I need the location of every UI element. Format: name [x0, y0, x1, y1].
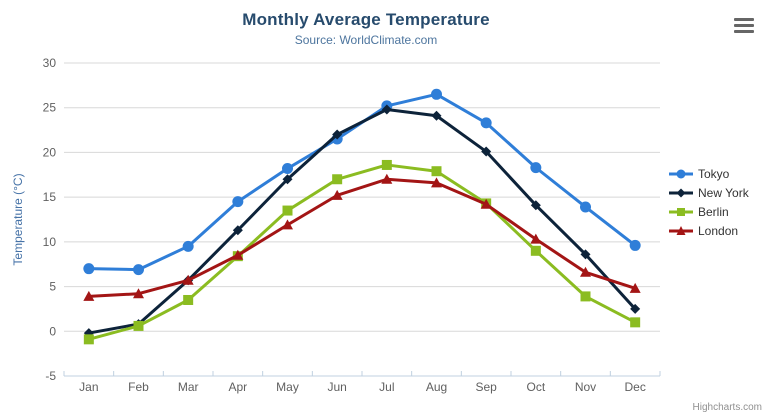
chart-subtitle: Source: WorldClimate.com	[294, 33, 438, 47]
y-axis-label: 5	[49, 280, 56, 294]
chart-title: Monthly Average Temperature	[242, 10, 490, 29]
data-point-london[interactable]	[381, 173, 393, 184]
data-point-london[interactable]	[530, 233, 542, 244]
data-point-london[interactable]	[580, 266, 591, 277]
x-axis-label: Aug	[426, 380, 447, 394]
data-point-berlin[interactable]	[183, 294, 194, 305]
data-point-new-york[interactable]	[481, 146, 492, 157]
data-point-tokyo[interactable]	[629, 239, 641, 251]
x-axis-label: May	[276, 380, 299, 394]
y-axis-label: 20	[43, 145, 57, 159]
legend-item-new-york[interactable]: New York	[669, 186, 749, 200]
data-point-berlin[interactable]	[332, 174, 343, 185]
legend-circle-icon	[669, 169, 693, 179]
data-point-new-york[interactable]	[332, 129, 343, 140]
x-axis-label: Jul	[379, 380, 394, 394]
y-axis-label: -5	[45, 369, 56, 383]
credits-link[interactable]: Highcharts.com	[692, 402, 762, 413]
data-point-tokyo[interactable]	[480, 117, 492, 129]
data-point-london[interactable]	[83, 290, 95, 301]
data-point-berlin[interactable]	[431, 166, 442, 177]
series-line-berlin[interactable]	[88, 163, 636, 341]
data-point-new-york[interactable]	[530, 200, 541, 211]
legend-item-tokyo[interactable]: Tokyo	[669, 167, 749, 181]
data-point-tokyo[interactable]	[182, 240, 194, 252]
data-point-new-york[interactable]	[580, 249, 591, 260]
x-axis-label: Feb	[128, 380, 149, 394]
data-point-london[interactable]	[232, 249, 244, 260]
x-axis-label: Apr	[228, 380, 247, 394]
legend-label: London	[698, 224, 739, 238]
data-point-tokyo[interactable]	[530, 162, 542, 174]
data-point-new-york[interactable]	[630, 303, 641, 314]
data-point-london[interactable]	[331, 189, 343, 200]
x-axis-label: Mar	[178, 380, 199, 394]
data-point-berlin[interactable]	[133, 320, 144, 331]
legend: Tokyo New York Berlin London	[669, 167, 749, 238]
data-point-london[interactable]	[480, 198, 492, 209]
legend-item-london[interactable]: London	[669, 224, 749, 238]
export-menu-button[interactable]	[732, 15, 756, 35]
data-point-tokyo[interactable]	[580, 201, 591, 213]
y-axis-label: 30	[43, 56, 57, 70]
data-point-berlin[interactable]	[282, 205, 293, 216]
y-axis-label: 25	[43, 101, 57, 115]
data-point-berlin[interactable]	[381, 159, 392, 170]
hamburger-icon	[734, 23, 754, 27]
x-axis-label: Jan	[79, 380, 98, 394]
data-point-tokyo[interactable]	[431, 88, 442, 100]
legend-diamond-icon	[669, 188, 693, 198]
data-point-berlin[interactable]	[580, 291, 591, 302]
y-axis-title: Temperature (°C)	[11, 173, 25, 265]
data-point-london[interactable]	[282, 219, 293, 230]
data-point-tokyo[interactable]	[282, 163, 293, 175]
y-axis-label: 10	[43, 235, 57, 249]
data-point-london[interactable]	[431, 177, 442, 188]
data-point-new-york[interactable]	[232, 225, 243, 236]
data-point-berlin[interactable]	[630, 317, 641, 328]
data-point-london[interactable]	[133, 288, 144, 299]
data-point-tokyo[interactable]	[133, 264, 144, 276]
x-axis-label: Nov	[575, 380, 596, 394]
legend-label: Berlin	[698, 205, 729, 219]
legend-item-berlin[interactable]: Berlin	[669, 205, 749, 219]
data-point-berlin[interactable]	[530, 245, 541, 256]
data-point-new-york[interactable]	[381, 104, 392, 115]
data-point-new-york[interactable]	[431, 110, 442, 121]
data-point-tokyo[interactable]	[232, 196, 244, 208]
data-point-berlin[interactable]	[83, 334, 94, 345]
series-line-london[interactable]	[88, 177, 636, 298]
x-axis-label: Oct	[526, 380, 545, 394]
legend-label: Tokyo	[698, 167, 730, 181]
legend-square-icon	[669, 208, 693, 216]
x-axis-label: Jun	[327, 380, 346, 394]
data-point-london[interactable]	[629, 282, 641, 293]
hamburger-icon	[734, 17, 754, 21]
data-point-london[interactable]	[182, 274, 194, 285]
legend-label: New York	[698, 186, 749, 200]
x-axis-label: Dec	[624, 380, 645, 394]
data-point-new-york[interactable]	[282, 174, 293, 185]
hamburger-icon	[734, 29, 754, 33]
series-line-new-york[interactable]	[88, 108, 637, 335]
y-axis-label: 15	[43, 190, 57, 204]
x-axis-label: Sep	[475, 380, 497, 394]
data-point-tokyo[interactable]	[83, 263, 95, 275]
legend-triangle-icon	[669, 226, 693, 235]
y-axis-label: 0	[49, 324, 56, 338]
